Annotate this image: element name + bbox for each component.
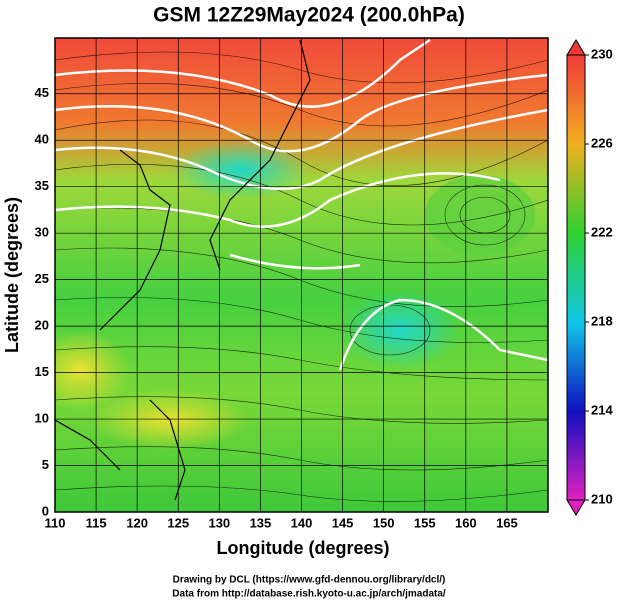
x-tick-label: 115 (86, 515, 107, 530)
y-tick-label: 10 (35, 410, 49, 425)
y-tick-label: 35 (35, 178, 49, 193)
x-axis-label: Longitude (degrees) (216, 538, 389, 558)
x-tick-label: 130 (208, 515, 230, 530)
colorbar-tick-label: 230 (591, 46, 613, 61)
y-tick-label: 20 (35, 318, 49, 333)
y-axis-label: Latitude (degrees) (2, 197, 22, 353)
x-tick-label: 110 (45, 515, 66, 530)
x-tick-label: 140 (291, 515, 313, 530)
x-tick-label: 155 (414, 515, 436, 530)
colorbar-tick-label: 210 (591, 491, 613, 506)
colorbar-tick-label: 226 (591, 135, 613, 150)
x-tick-label: 150 (373, 515, 395, 530)
y-tick-label: 5 (42, 457, 49, 472)
y-tick-label: 25 (35, 271, 49, 286)
x-tick-label: 165 (496, 515, 518, 530)
y-tick-label: 0 (42, 503, 49, 518)
x-tick-label: 145 (332, 515, 354, 530)
colorbar-tick-label: 214 (591, 402, 613, 417)
colorbar-min-arrow (566, 499, 586, 516)
y-tick-label: 15 (35, 364, 49, 379)
y-tick-label: 40 (35, 132, 49, 147)
colorbar-tick-label: 218 (591, 313, 613, 328)
x-tick-label: 120 (126, 515, 148, 530)
credit-line: Drawing by DCL (https://www.gfd-dennou.o… (173, 575, 446, 586)
colorbar-tick-label: 222 (591, 224, 613, 239)
colorbar-max-arrow (566, 39, 586, 56)
plot-frame (54, 37, 549, 513)
y-tick-label: 45 (35, 85, 49, 100)
title: GSM 12Z29May2024 (200.0hPa) (153, 4, 465, 27)
field (55, 38, 548, 512)
y-tick-label: 30 (35, 225, 49, 240)
credit-line: Data from http://database.rish.kyoto-u.a… (172, 589, 446, 600)
x-tick-label: 135 (250, 515, 272, 530)
x-tick-label: 160 (455, 515, 477, 530)
x-tick-label: 125 (167, 515, 189, 530)
colorbar (566, 54, 586, 501)
